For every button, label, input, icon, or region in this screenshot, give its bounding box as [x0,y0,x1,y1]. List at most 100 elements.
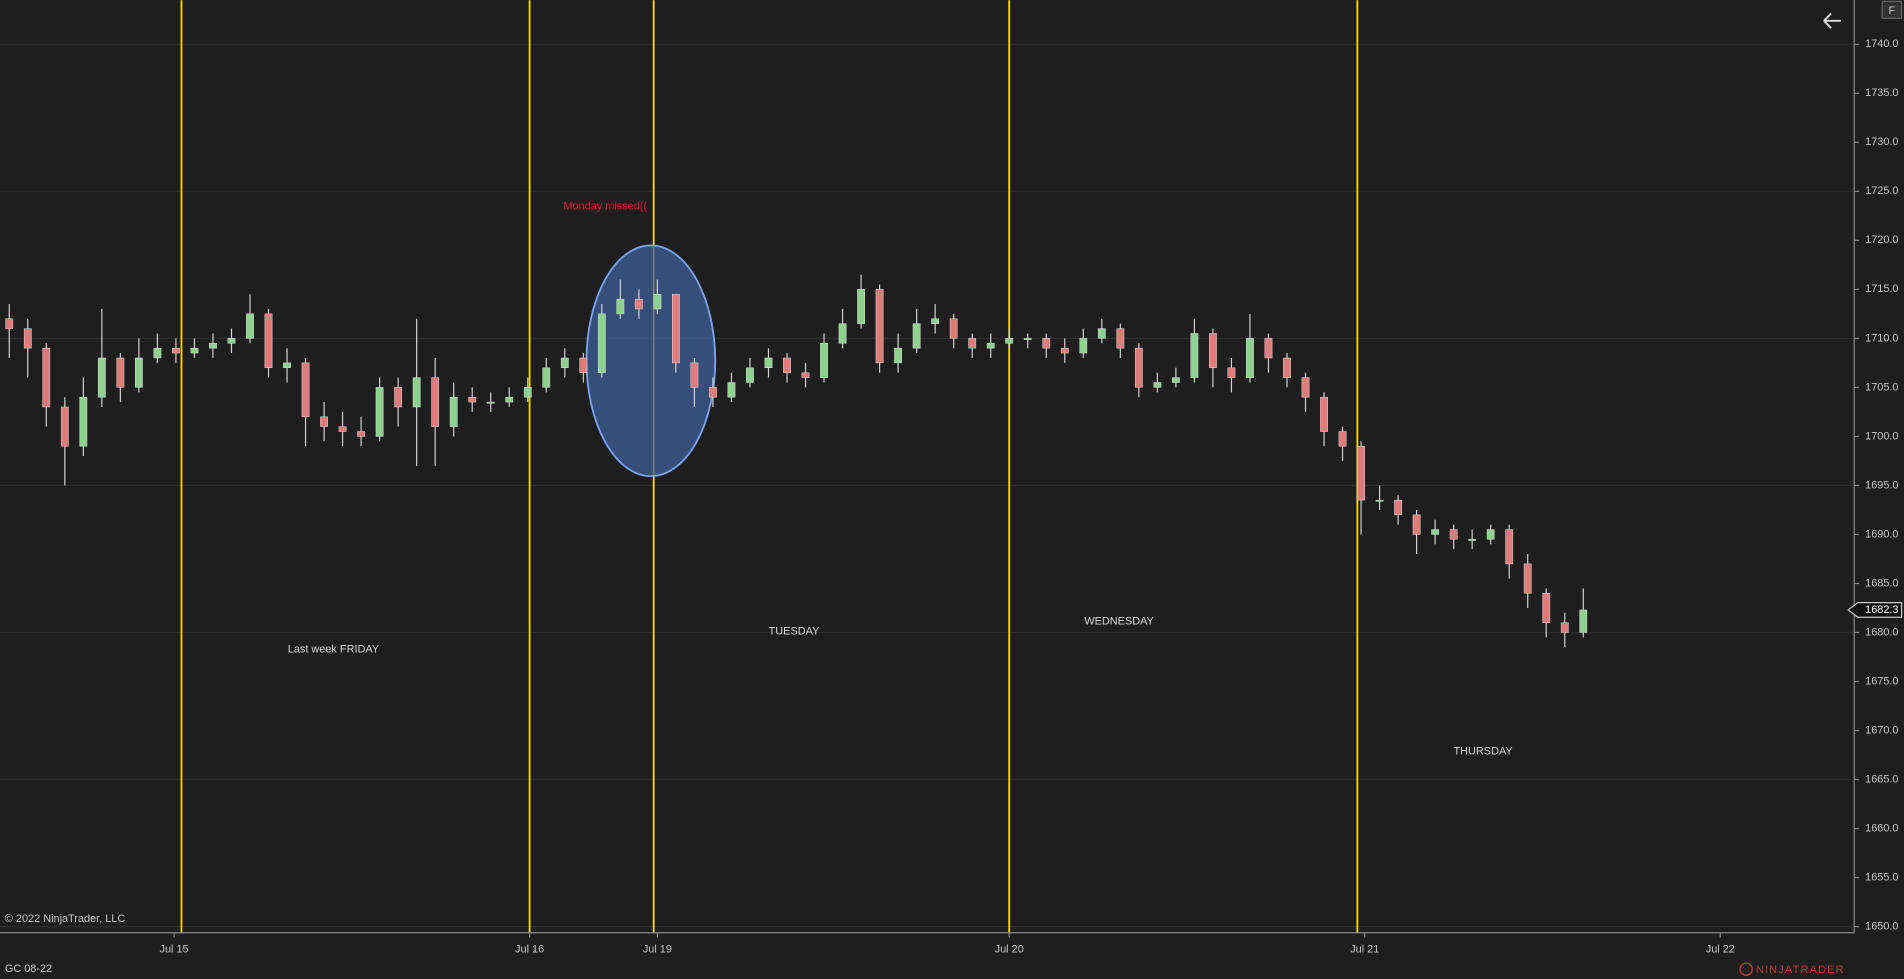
x-tick-label: Jul 21 [1350,944,1379,956]
candle-body [986,343,995,349]
candle-body [1375,499,1384,502]
candle-body [709,387,717,398]
x-tick-label: Jul 15 [160,944,189,956]
annotation: Last week FRIDAY [288,644,380,656]
candle-body [949,318,958,339]
y-tick-label: 1690.0 [1865,528,1898,540]
candle-body [1338,431,1347,447]
candle-body [653,294,662,310]
candle-body [783,357,791,373]
candle-body [1042,338,1051,349]
candle-body [1005,338,1014,344]
candle-body [1301,377,1310,398]
candle-body [79,396,88,447]
candle-body [375,387,384,437]
candle-body [764,357,773,369]
candle-body [912,323,921,349]
back-arrow[interactable] [1823,12,1841,29]
candle-body [838,323,847,344]
candle-body [1357,445,1365,501]
candle-body [1468,539,1477,541]
candle-body [523,387,532,398]
x-tick-label: Jul 20 [995,944,1024,956]
candle-body [5,318,14,329]
candle-body [634,298,643,310]
candle-body [227,338,236,344]
candle-body [1283,357,1291,378]
corner-box[interactable] [1881,0,1903,19]
candle-body [1542,593,1551,623]
y-tick-label: 1705.0 [1865,381,1898,393]
candle-body [875,289,884,364]
candle-body [1320,396,1328,432]
candle-body [1209,333,1217,369]
candle-body [801,372,810,378]
candle-body [1079,338,1088,354]
y-tick-label: 1710.0 [1865,332,1898,344]
candle-body [116,357,125,388]
x-tick-label: Jul 19 [643,944,672,956]
y-tick-label: 1670.0 [1865,724,1898,736]
candle-body [1394,499,1402,516]
candle-body [431,377,440,427]
y-tick-label: 1715.0 [1865,283,1898,295]
instrument-label: GC 08-22 [5,963,52,975]
candle-body [672,294,680,364]
grid [0,43,1852,928]
candle-body [820,343,828,378]
candle-body [560,357,569,369]
annotation: WEDNESDAY [1084,616,1154,628]
candle-body [1190,333,1199,378]
candle-body [209,343,217,349]
candle-body [1264,338,1273,359]
candle-body [1431,529,1440,535]
candle-body [60,406,69,447]
annotation: TUESDAY [769,625,820,637]
candle-body [42,347,51,408]
candle-body [1116,328,1125,349]
y-tick-label: 1680.0 [1865,626,1898,638]
candle-body [1486,529,1495,540]
y-tick-label: 1665.0 [1865,773,1898,785]
candle-body [505,396,514,403]
candle-body [1097,328,1106,339]
x-tick-label: Jul 22 [1706,944,1735,956]
candle-body [690,362,699,388]
y-tick-label: 1675.0 [1865,675,1898,687]
y-tick-label: 1660.0 [1865,822,1898,834]
y-tick-label: 1695.0 [1865,479,1898,491]
y-tick-label: 1735.0 [1865,87,1898,99]
candle-body [449,396,458,427]
candle-body [134,357,143,388]
candle-body [1060,347,1069,354]
candle-body [172,347,180,354]
last-price-label: 1682.3 [1865,604,1898,616]
candle-body [1579,609,1588,633]
y-tick-label: 1730.0 [1865,136,1898,148]
candle-body [190,347,199,354]
candle-body [579,357,588,373]
y-tick-label: 1685.0 [1865,577,1898,589]
candle-body [727,382,736,398]
candle-body [1134,347,1143,388]
y-tick-label: 1650.0 [1865,920,1898,932]
candle-body [320,416,328,427]
candle-body [394,387,403,408]
candle-body [412,377,421,408]
candles [5,274,1588,648]
candle-body [1449,529,1458,540]
candle-body [1505,529,1514,565]
candle-body [468,396,477,403]
candle-body [931,318,940,324]
annotation: Monday missed(( [563,200,647,212]
candle-body [597,313,606,373]
candle-body [97,357,106,398]
axes: 1650.0 1655.0 1660.0 1665.0 1670.0 1675.0 1680… [160,38,1903,956]
candle-body [616,298,625,315]
highlight-ellipse [585,244,717,478]
candle-body [1412,514,1421,535]
x-tick-label: Jul 16 [515,944,544,956]
candle-body [246,313,254,339]
corner-label[interactable]: F [1889,5,1896,17]
